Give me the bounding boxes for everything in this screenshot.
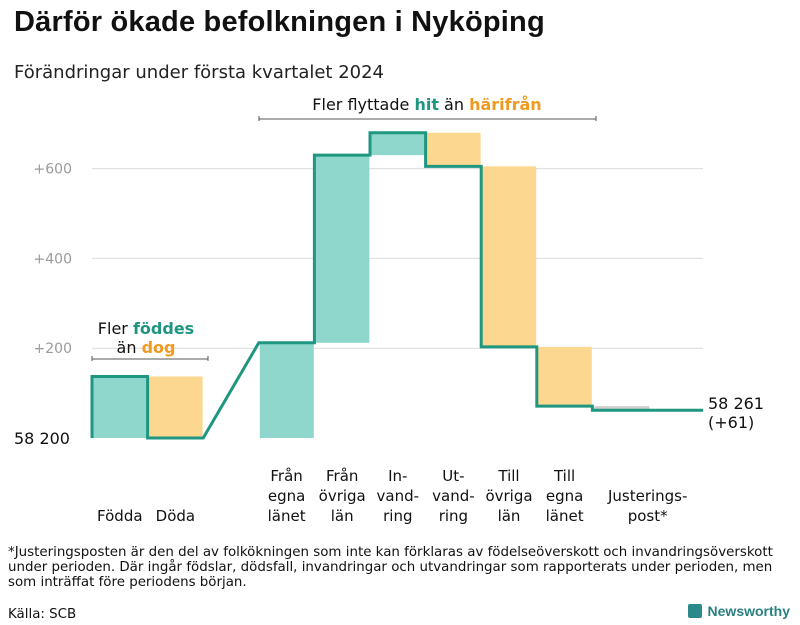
x-category-label: vand- bbox=[432, 487, 475, 505]
migration-prefix: Fler flyttade bbox=[312, 95, 414, 114]
footnote: *Justeringsposten är den del av folkökni… bbox=[8, 545, 773, 590]
bar-out bbox=[482, 166, 537, 347]
x-category-label: länet bbox=[268, 507, 306, 525]
y-tick-label: +400 bbox=[34, 251, 72, 267]
bar-in bbox=[371, 132, 425, 156]
migration-middle: än bbox=[439, 95, 469, 114]
x-category-label: ring bbox=[383, 507, 412, 525]
x-category-label: Till bbox=[553, 467, 575, 485]
x-category-label: Från bbox=[326, 467, 358, 485]
x-category-label: ring bbox=[439, 507, 468, 525]
x-category-label: vand- bbox=[377, 487, 420, 505]
births-annotation-prefix: Fler bbox=[98, 319, 133, 338]
chart-subtitle: Förändringar under första kvartalet 2024 bbox=[14, 62, 385, 83]
x-category-label: Födda bbox=[97, 507, 143, 525]
births-annotation-emph: föddes bbox=[133, 319, 194, 338]
chart-title: Därför ökade befolkningen i Nyköping bbox=[14, 6, 545, 38]
brand-logo: Newsworthy bbox=[687, 603, 790, 619]
migration-annotation: Fler flyttade hit än härifrån bbox=[312, 95, 541, 114]
migration-emph-harifran: härifrån bbox=[469, 95, 542, 114]
y-tick-label: +600 bbox=[34, 162, 72, 178]
births-annotation-prefix2: än bbox=[117, 338, 142, 357]
x-category-label: övriga bbox=[319, 487, 366, 505]
x-category-label: län bbox=[498, 507, 521, 525]
brand-name: Newsworthy bbox=[707, 603, 790, 619]
x-category-label: övriga bbox=[485, 487, 532, 505]
x-category-label: Döda bbox=[156, 507, 195, 525]
cumulative-step-line bbox=[90, 131, 703, 440]
x-category-label: Ut- bbox=[442, 467, 464, 485]
migration-emph-hit: hit bbox=[414, 95, 439, 114]
newsworthy-icon bbox=[687, 604, 702, 618]
births-bracket bbox=[91, 356, 209, 361]
x-category-label: In- bbox=[388, 467, 407, 485]
x-category-label: länet bbox=[546, 507, 584, 525]
x-category-label: post* bbox=[628, 507, 668, 525]
x-category-label: Till bbox=[497, 467, 519, 485]
gridlines: +200 +400 +600 58 200 bbox=[14, 162, 703, 448]
births-annotation-emph2: dog bbox=[142, 338, 176, 357]
x-category-label: län bbox=[331, 507, 354, 525]
bar-out bbox=[148, 376, 203, 438]
y-tick-label: +200 bbox=[34, 341, 72, 357]
source-label: Källa: SCB bbox=[8, 607, 77, 622]
end-value-label: 58 261 bbox=[708, 394, 764, 413]
x-category-label: egna bbox=[268, 487, 305, 505]
bar-in bbox=[93, 376, 147, 438]
x-category-label: egna bbox=[546, 487, 583, 505]
label-group: Födda Döda Från egna länet Från övriga län In-va… bbox=[97, 394, 764, 525]
births-annotation-line1: Fler föddes bbox=[98, 319, 194, 338]
migration-bracket bbox=[258, 116, 597, 121]
bar-out bbox=[537, 346, 592, 407]
bar-out bbox=[426, 132, 481, 167]
x-category-label: Från bbox=[270, 467, 302, 485]
bar-adjustment bbox=[594, 406, 650, 411]
x-category-label: Justerings- bbox=[607, 487, 687, 505]
bar-group bbox=[90, 131, 703, 440]
end-change-label: (+61) bbox=[708, 413, 754, 432]
bar-in bbox=[259, 342, 314, 438]
start-value-label: 58 200 bbox=[14, 429, 70, 448]
bar-in bbox=[315, 155, 370, 343]
births-annotation-line2: än dog bbox=[117, 338, 176, 357]
